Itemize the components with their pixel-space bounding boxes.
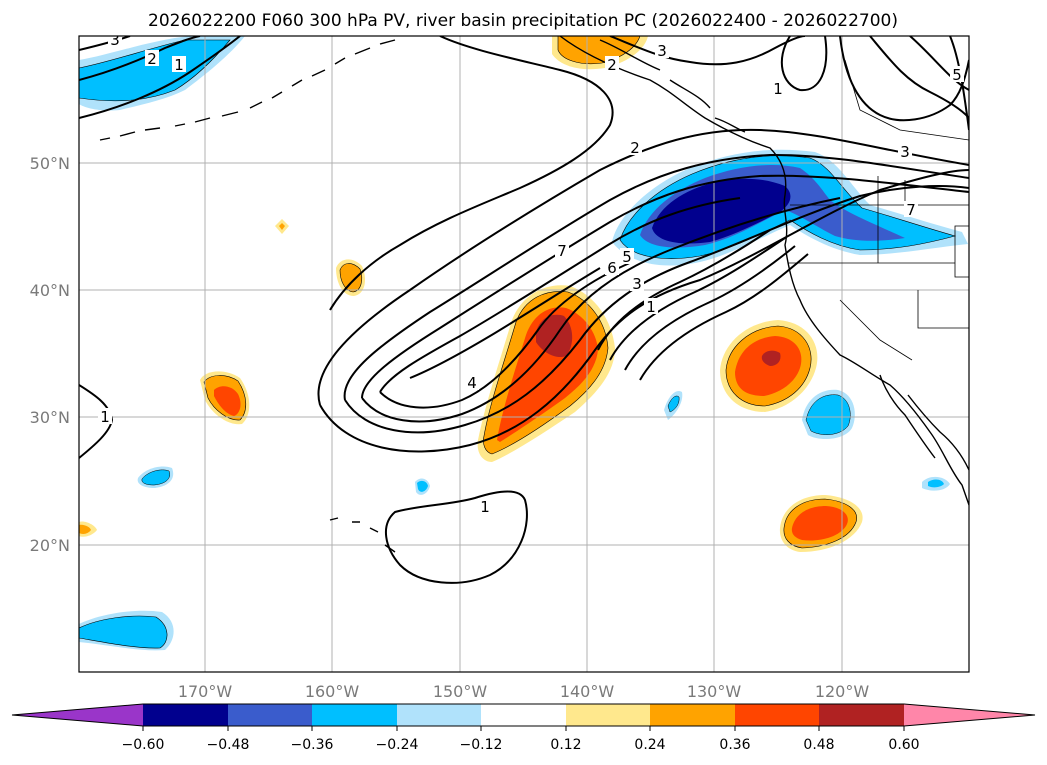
pv-contour-labels: 3 2 1 2 3 1 5 3 2 7 6 5 3 1: [98, 31, 964, 516]
map-content: 3 2 1 2 3 1 5 3 2 7 6 5 3 1: [79, 31, 969, 672]
colorbar-segment-1: [143, 704, 228, 726]
lat-label-50n: 50°N: [30, 154, 70, 173]
pv-label-1c: 1: [646, 298, 656, 316]
colorbar-tick-label-8: 0.48: [803, 737, 834, 753]
pv-label-3a: 3: [110, 31, 120, 49]
pv-label-3d: 3: [632, 275, 642, 293]
colorbar-segment-0: [12, 704, 143, 726]
pv-label-1e: 1: [480, 498, 490, 516]
longitude-labels: 170°W 160°W 150°W 140°W 130°W 120°W: [178, 682, 870, 701]
pv-contours: [79, 36, 969, 584]
pv-label-6: 6: [607, 259, 617, 277]
lon-label-130w: 130°W: [687, 682, 742, 701]
colorbar-tick-label-3: −0.24: [376, 737, 419, 753]
colorbar-segment-2: [228, 704, 312, 726]
colorbar-segment-7: [650, 704, 735, 726]
colorbar-tick-label-7: 0.36: [719, 737, 750, 753]
colorbar-tick-label-6: 0.24: [634, 737, 665, 753]
pv-label-7b: 7: [906, 201, 916, 219]
pv-label-4: 4: [467, 374, 477, 392]
pv-label-5b: 5: [622, 248, 632, 266]
pv-label-1d: 1: [100, 408, 110, 426]
colorbar-tick-label-2: −0.36: [291, 737, 334, 753]
colorbar-segment-9: [819, 704, 904, 726]
colorbar-segment-6: [566, 704, 650, 726]
colorbar-segment-5: [481, 704, 566, 726]
colorbar-segment-8: [735, 704, 819, 726]
precip-fill-negative: [79, 36, 968, 651]
colorbar-segment-10: [904, 704, 1035, 726]
lon-label-140w: 140°W: [560, 682, 615, 701]
pv-label-3c: 3: [900, 143, 910, 161]
lon-label-120w: 120°W: [815, 682, 870, 701]
colorbar-tick-label-1: −0.48: [207, 737, 250, 753]
pv-label-3b: 3: [657, 42, 667, 60]
colorbar-tick-label-5: 0.12: [550, 737, 581, 753]
colorbar-segment-4: [397, 704, 481, 726]
colorbar-segment-3: [312, 704, 397, 726]
lat-label-30n: 30°N: [30, 408, 70, 427]
pv-label-2a: 2: [147, 50, 157, 68]
lat-label-40n: 40°N: [30, 281, 70, 300]
colorbar: −0.60 −0.48 −0.36 −0.24 −0.12 0.12 0.24 …: [11, 703, 1036, 753]
pv-label-5a: 5: [952, 66, 962, 84]
lat-label-20n: 20°N: [30, 536, 70, 555]
gridlines: [79, 36, 969, 672]
lon-label-160w: 160°W: [305, 682, 360, 701]
coastlines: [99, 36, 969, 553]
precip-fill-positive: [79, 36, 863, 552]
figure-title: 2026022200 F060 300 hPa PV, river basin …: [148, 11, 898, 31]
map-frame: [78, 35, 970, 673]
latitude-labels: 50°N 40°N 30°N 20°N: [30, 154, 70, 555]
pv-label-1a: 1: [174, 56, 184, 74]
colorbar-ticks: [142, 726, 905, 731]
colorbar-tick-label-0: −0.60: [122, 737, 165, 753]
colorbar-tick-label-4: −0.12: [460, 737, 503, 753]
pv-label-1b: 1: [773, 80, 783, 98]
pv-label-2b: 2: [607, 56, 617, 74]
lon-label-150w: 150°W: [433, 682, 488, 701]
colorbar-tick-label-9: 0.60: [888, 737, 919, 753]
pv-label-7a: 7: [557, 242, 567, 260]
lon-label-170w: 170°W: [178, 682, 233, 701]
pv-label-2c: 2: [630, 139, 640, 157]
